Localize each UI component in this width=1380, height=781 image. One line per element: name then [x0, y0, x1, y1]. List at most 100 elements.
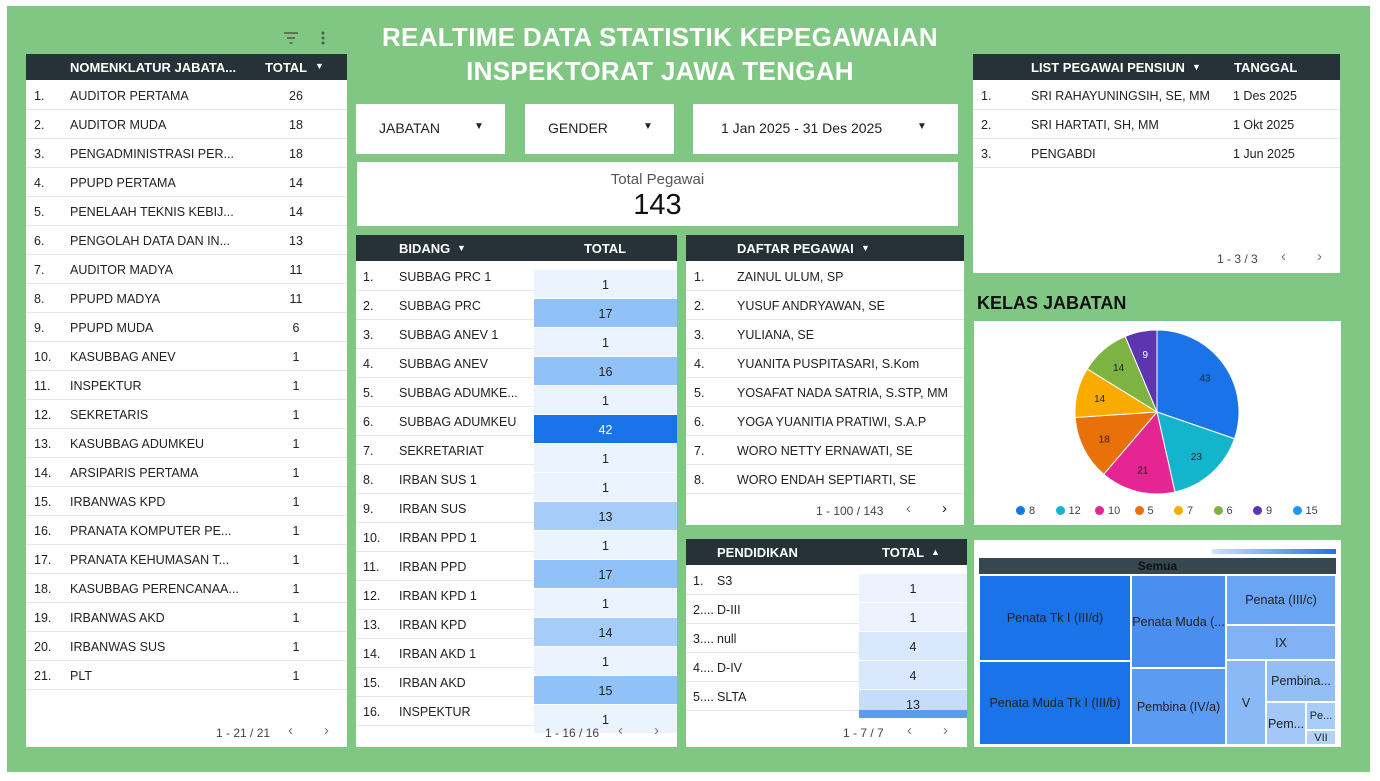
list-item[interactable]: 2. YUSUF ANDRYAWAN, SE	[686, 291, 964, 320]
treemap-cell[interactable]: Penata Muda (...	[1131, 575, 1226, 668]
pie-slice-8[interactable]	[1156, 329, 1240, 440]
more-vert-icon[interactable]	[315, 30, 331, 46]
legend-item[interactable]: 12	[1055, 505, 1081, 517]
pie-slice-10[interactable]	[1102, 410, 1176, 495]
sort-desc-icon[interactable]: ▼	[1192, 62, 1201, 72]
list-item[interactable]: 1. ZAINUL ULUM, SP	[686, 262, 964, 291]
table-row[interactable]: 16. PRANATA KOMPUTER PE... 1	[26, 516, 347, 545]
legend-item[interactable]: 7	[1174, 505, 1193, 517]
table-row[interactable]: 3. PENGABDI 1 Jun 2025	[973, 139, 1340, 168]
table-row[interactable]: 1. S3 1	[686, 566, 967, 602]
table-row[interactable]: 7. SEKRETARIAT 1	[356, 436, 677, 472]
treemap-cell[interactable]: V	[1226, 660, 1266, 745]
table-row[interactable]: 17. PRANATA KEHUMASAN T... 1	[26, 545, 347, 574]
pendidikan-col-name[interactable]: PENDIDIKAN	[717, 545, 798, 560]
list-item[interactable]: 3. YULIANA, SE	[686, 320, 964, 349]
table-row[interactable]: 16. INSPEKTUR 1	[356, 697, 677, 733]
table-row[interactable]: 1. AUDITOR PERTAMA 26	[26, 81, 347, 110]
table-row[interactable]: 21. PLT 1	[26, 661, 347, 690]
filter-icon[interactable]	[283, 30, 299, 46]
table-row[interactable]: 10. KASUBBAG ANEV 1	[26, 342, 347, 371]
table-row[interactable]: 8. PPUPD MADYA 11	[26, 284, 347, 313]
table-row[interactable]: 3. SUBBAG ANEV 1 1	[356, 320, 677, 356]
list-item[interactable]: 6. YOGA YUANITIA PRATIWI, S.A.P	[686, 407, 964, 436]
table-row[interactable]: 12. IRBAN KPD 1 1	[356, 581, 677, 617]
treemap-cell[interactable]: Penata (III/c)	[1226, 575, 1336, 625]
jabatan-col-total[interactable]: TOTAL	[265, 60, 308, 75]
pensiun-col-date[interactable]: TANGGAL	[1234, 60, 1298, 75]
legend-item[interactable]: 15	[1292, 505, 1318, 517]
table-row[interactable]: 9. PPUPD MUDA 6	[26, 313, 347, 342]
table-row[interactable]: 13. IRBAN KPD 14	[356, 610, 677, 646]
table-row[interactable]: 1. SRI RAHAYUNINGSIH, SE, MM 1 Des 2025	[973, 81, 1340, 110]
chevron-right-icon[interactable]: ›	[942, 500, 947, 517]
sort-desc-icon[interactable]: ▼	[457, 243, 466, 253]
table-row[interactable]: 5. SUBBAG ADUMKE... 1	[356, 378, 677, 414]
pie-slice-12[interactable]	[1156, 411, 1236, 493]
table-row[interactable]: 2.... D-III 1	[686, 595, 967, 631]
jabatan-dropdown[interactable]: JABATAN ▼	[356, 104, 505, 154]
table-row[interactable]: 10. IRBAN PPD 1 1	[356, 523, 677, 559]
list-item[interactable]: 4. YUANITA PUSPITASARI, S.Kom	[686, 349, 964, 378]
table-row[interactable]: 4. SUBBAG ANEV 16	[356, 349, 677, 385]
table-row[interactable]: 4.... D-IV 4	[686, 653, 967, 689]
treemap-cell[interactable]: VII	[1306, 730, 1336, 745]
chevron-left-icon[interactable]: ‹	[1281, 248, 1286, 265]
table-row[interactable]: 2. SRI HARTATI, SH, MM 1 Okt 2025	[973, 110, 1340, 139]
jabatan-col-name[interactable]: NOMENKLATUR JABATA...	[70, 60, 237, 75]
table-row[interactable]: 19. IRBANWAS AKD 1	[26, 603, 347, 632]
table-row[interactable]: 20. IRBANWAS SUS 1	[26, 632, 347, 661]
legend-item[interactable]: 9	[1253, 505, 1272, 517]
table-row[interactable]: 7. AUDITOR MADYA 11	[26, 255, 347, 284]
legend-item[interactable]: 10	[1095, 505, 1120, 517]
chevron-left-icon[interactable]: ‹	[906, 500, 911, 517]
treemap-cell[interactable]: Pem...	[1266, 702, 1306, 745]
date-range-picker[interactable]: 1 Jan 2025 - 31 Des 2025 ▼	[693, 104, 958, 154]
list-item[interactable]: 7. WORO NETTY ERNAWATI, SE	[686, 436, 964, 465]
bidang-col-name[interactable]: BIDANG	[399, 241, 451, 256]
treemap-cell[interactable]: IX	[1226, 625, 1336, 660]
chevron-left-icon[interactable]: ‹	[618, 722, 623, 739]
table-row[interactable]: 1. SUBBAG PRC 1 1	[356, 262, 677, 298]
table-row[interactable]: 2. AUDITOR MUDA 18	[26, 110, 347, 139]
chevron-right-icon[interactable]: ›	[1317, 248, 1322, 265]
gender-dropdown[interactable]: GENDER ▼	[525, 104, 674, 154]
pendidikan-col-total[interactable]: TOTAL	[882, 545, 925, 560]
pie-slice-9[interactable]	[1124, 329, 1158, 413]
list-item[interactable]: 8. WORO ENDAH SEPTIARTI, SE	[686, 465, 964, 494]
chevron-left-icon[interactable]: ‹	[907, 722, 912, 739]
table-row[interactable]: 6. SUBBAG ADUMKEU 42	[356, 407, 677, 443]
treemap-cell[interactable]: Pembina (IV/a)	[1131, 668, 1226, 745]
treemap-cell[interactable]: Pe...	[1306, 702, 1336, 730]
table-row[interactable]: 5.... SLTA 13	[686, 682, 967, 718]
bidang-col-total[interactable]: TOTAL	[584, 241, 627, 256]
legend-item[interactable]: 5	[1134, 505, 1154, 517]
sort-desc-icon[interactable]: ▼	[861, 243, 870, 253]
treemap-cell[interactable]: Penata Muda Tk I (III/b)	[979, 661, 1131, 745]
treemap-cell[interactable]: Penata Tk I (III/d)	[979, 575, 1131, 661]
table-row[interactable]: 14. ARSIPARIS PERTAMA 1	[26, 458, 347, 487]
sort-desc-icon[interactable]: ▼	[315, 61, 324, 71]
legend-item[interactable]: 6	[1213, 505, 1233, 517]
legend-item[interactable]: 8	[1016, 505, 1035, 517]
table-row[interactable]: 11. INSPEKTUR 1	[26, 371, 347, 400]
table-row[interactable]: 15. IRBAN AKD 15	[356, 668, 677, 704]
chevron-right-icon[interactable]: ›	[324, 722, 329, 739]
table-row[interactable]: 5. PENELAAH TEKNIS KEBIJ... 14	[26, 197, 347, 226]
chevron-left-icon[interactable]: ‹	[288, 722, 293, 739]
list-item[interactable]: 5. YOSAFAT NADA SATRIA, S.STP, MM	[686, 378, 964, 407]
pegawai-col-name[interactable]: DAFTAR PEGAWAI	[737, 241, 854, 256]
table-row[interactable]: 18. KASUBBAG PERENCANAA... 1	[26, 574, 347, 603]
table-row[interactable]: 13. KASUBBAG ADUMKEU 1	[26, 429, 347, 458]
table-row[interactable]: 2. SUBBAG PRC 17	[356, 291, 677, 327]
table-row[interactable]: 9. IRBAN SUS 13	[356, 494, 677, 530]
table-row[interactable]: 14. IRBAN AKD 1 1	[356, 639, 677, 675]
pensiun-col-name[interactable]: LIST PEGAWAI PENSIUN	[1031, 60, 1185, 75]
table-row[interactable]: 8. IRBAN SUS 1 1	[356, 465, 677, 501]
sort-asc-icon[interactable]: ▲	[931, 547, 940, 557]
table-row[interactable]: 4. PPUPD PERTAMA 14	[26, 168, 347, 197]
table-row[interactable]: 6. PENGOLAH DATA DAN IN... 13	[26, 226, 347, 255]
table-row[interactable]: 12. SEKRETARIS 1	[26, 400, 347, 429]
table-row[interactable]: 3. PENGADMINISTRASI PER... 18	[26, 139, 347, 168]
table-row[interactable]: 15. IRBANWAS KPD 1	[26, 487, 347, 516]
